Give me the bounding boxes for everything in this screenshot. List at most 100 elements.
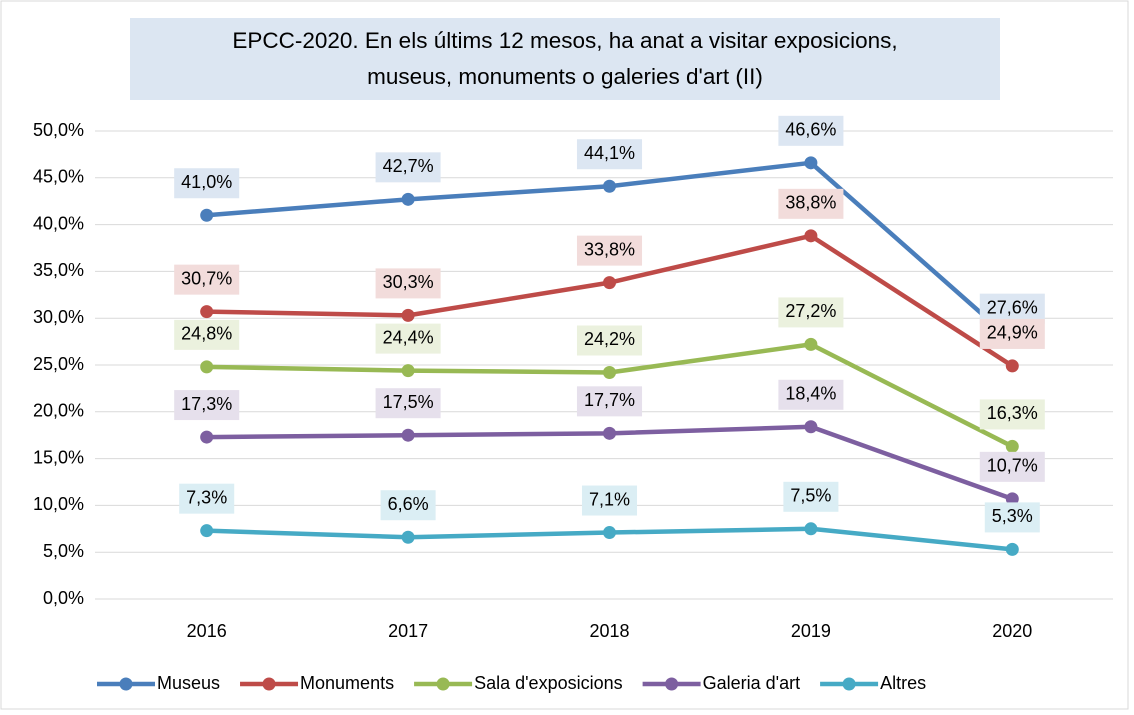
value-label-bg [778,188,844,219]
value-label: 30,7% [174,264,240,295]
legend-label: Museus [157,673,220,693]
value-label-text: 17,7% [584,390,635,410]
value-label: 7,3% [179,483,235,514]
data-point [603,179,616,193]
value-label: 5,3% [984,502,1040,533]
data-point [1005,359,1019,373]
legend-marker [665,677,679,691]
value-label-text: 46,6% [785,120,836,140]
value-label-bg [576,235,643,266]
data-point [804,229,818,243]
chart-title: EPCC-2020. En els últims 12 mesos, ha an… [232,28,898,89]
value-label-bg [375,388,441,419]
y-tick-label: 10,0% [33,494,84,514]
value-label: 44,1% [576,139,643,170]
value-label-text: 24,8% [181,324,232,344]
value-label-bg [778,379,844,410]
x-tick-label: 2020 [992,621,1032,641]
value-label-text: 27,6% [987,297,1038,317]
data-point [1005,542,1019,556]
legend-label: Monuments [300,673,394,693]
legend-label: Galeria d'art [703,673,800,693]
data-point [401,364,415,378]
legend-marker [119,677,133,691]
value-label: 7,5% [783,481,839,512]
value-label: 17,7% [576,386,643,417]
y-tick-label: 25,0% [33,354,84,374]
value-label-text: 24,9% [987,323,1038,343]
value-label-text: 7,3% [186,487,227,507]
data-point [200,305,214,319]
legend-marker [842,677,856,691]
value-label-text: 42,7% [383,156,434,176]
data-point [603,365,616,379]
value-label-text: 18,4% [785,384,836,404]
data-point [603,276,616,290]
value-label-text: 24,2% [584,329,635,349]
value-label-text: 7,5% [790,486,831,506]
value-label-text: 44,1% [584,143,635,163]
value-label-text: 27,2% [785,301,836,321]
value-label-bg [174,168,240,199]
value-label: 10,7% [979,451,1045,482]
data-point [401,308,415,322]
value-label: 18,4% [778,379,844,410]
legend-label: Altres [880,673,926,693]
y-tick-label: 0,0% [43,588,84,608]
data-point [401,530,415,544]
value-label: 24,4% [375,323,441,354]
value-label-text: 7,1% [589,489,630,509]
y-tick-label: 40,0% [33,213,84,233]
y-tick-label: 35,0% [33,260,84,280]
value-label: 24,2% [576,325,643,356]
legend-marker [262,677,276,691]
value-label: 6,6% [380,490,436,521]
value-label-text: 38,8% [785,193,836,213]
value-label: 17,3% [174,390,240,421]
data-point [401,192,415,206]
value-label-bg [581,485,638,516]
data-point [200,430,214,444]
value-label-text: 5,3% [992,506,1033,526]
value-label: 27,6% [979,293,1045,324]
x-tick-label: 2019 [791,621,831,641]
value-label-bg [979,451,1045,482]
value-label: 24,9% [979,318,1045,349]
value-label: 16,3% [979,399,1045,430]
value-label-bg [979,293,1045,324]
value-label-bg [380,490,436,521]
value-label: 27,2% [778,297,844,328]
data-point [1005,492,1019,506]
value-label-text: 24,4% [383,327,434,347]
legend-marker [436,677,450,691]
value-label: 38,8% [778,188,844,219]
value-label-bg [576,386,643,417]
data-point [1005,439,1019,453]
value-label-text: 41,0% [181,172,232,192]
value-label-bg [984,502,1040,533]
value-label-text: 17,3% [181,394,232,414]
value-label-bg [174,264,240,295]
data-point [200,208,214,222]
data-point [804,337,818,351]
value-label: 41,0% [174,168,240,199]
value-label-bg [179,483,235,514]
value-label-bg [979,399,1045,430]
value-label-text: 6,6% [388,494,429,514]
value-label-text: 16,3% [987,403,1038,423]
value-label-text: 30,7% [181,268,232,288]
data-point [804,420,818,434]
data-point [603,526,616,540]
value-label-bg [375,268,441,299]
value-label: 7,1% [581,485,638,516]
x-tick-label: 2017 [388,621,428,641]
value-label-bg [576,325,643,356]
x-tick-label: 2018 [589,621,629,641]
value-label: 17,5% [375,388,441,419]
value-label-bg [778,115,844,146]
legend-label: Sala d'exposicions [474,673,623,693]
y-tick-label: 45,0% [33,167,84,187]
